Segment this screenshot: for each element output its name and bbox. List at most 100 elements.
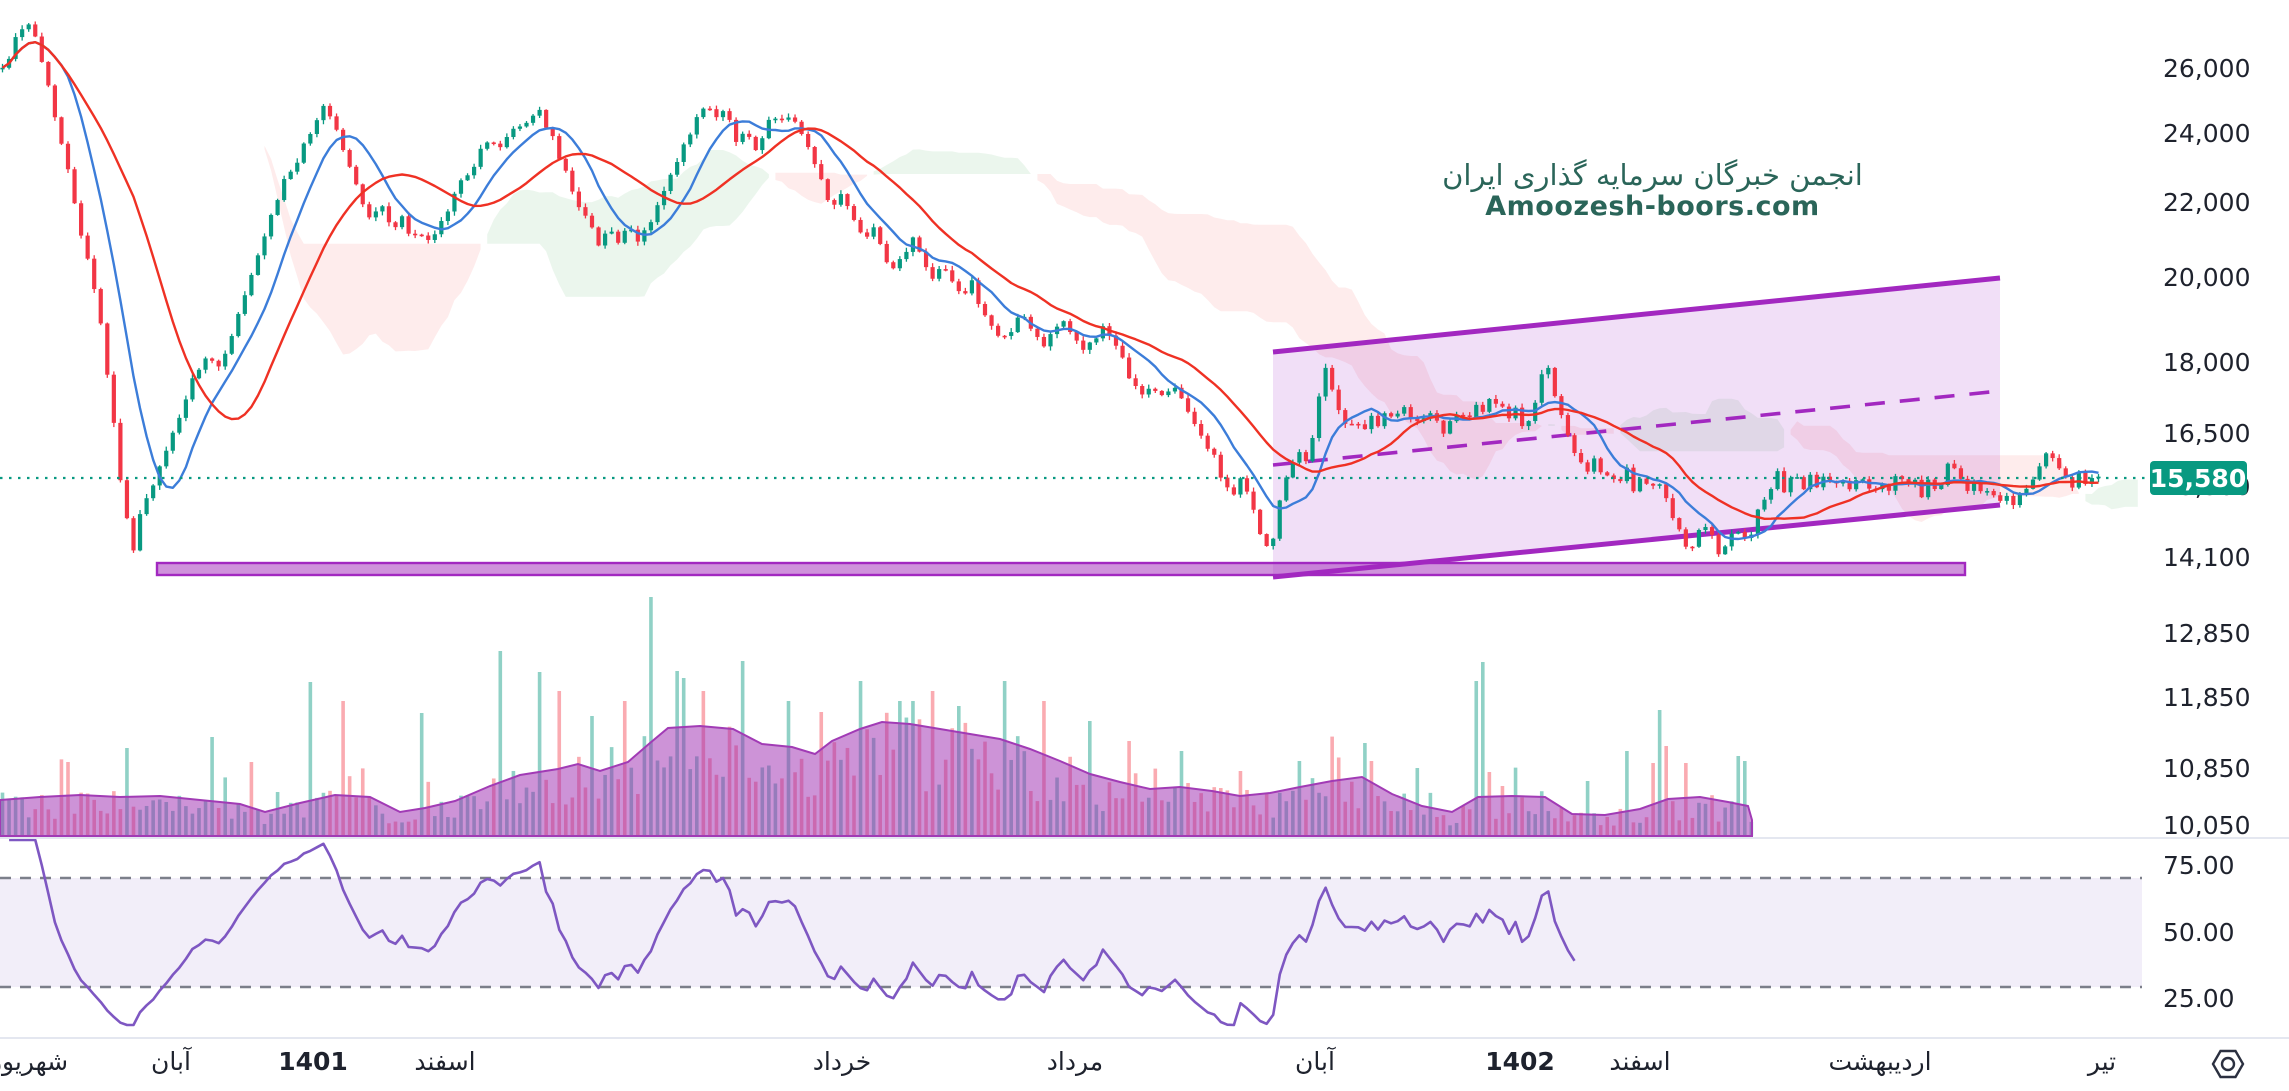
candle-down (1349, 423, 1354, 426)
candle-up (1788, 477, 1793, 493)
candle-down (1225, 477, 1230, 488)
candle-up (1926, 479, 1931, 498)
candle-down (1709, 527, 1715, 535)
candle-up (301, 143, 306, 163)
candle-down (1081, 340, 1086, 350)
time-axis-label: مرداد (1047, 1047, 1103, 1076)
candle-down (1631, 467, 1636, 492)
candle-down (216, 360, 221, 367)
price-axis-label: 10,050 (2163, 811, 2250, 840)
candle-up (1703, 527, 1708, 530)
candle-up (668, 174, 673, 191)
volume-bar (341, 701, 345, 836)
candle-down (1978, 482, 1983, 492)
candle-down (923, 251, 929, 268)
ma-fast-line[interactable] (1, 41, 2099, 541)
candle-down (1958, 468, 1964, 479)
cloud-bearish-area (1037, 174, 1542, 480)
candle-up (2024, 488, 2029, 495)
candle-down (1991, 491, 1996, 496)
candle-down (1677, 518, 1682, 530)
cloud-bearish-area (775, 172, 868, 204)
candle-down (596, 227, 601, 246)
candle-down (812, 147, 817, 165)
candle-up (288, 171, 293, 180)
time-axis-label: خرداد (813, 1047, 871, 1076)
candle-down (406, 216, 411, 234)
candle-down (52, 85, 57, 118)
candle-up (1526, 421, 1531, 427)
candle-down (1670, 498, 1675, 519)
candle-up (1271, 538, 1276, 546)
candle-down (1041, 336, 1047, 347)
channel-upper-line[interactable] (1272, 275, 2001, 355)
price-scale[interactable]: 26,000 24,000 22,000 20,000 18,000 16,500 14,1… (2150, 54, 2251, 1013)
candle-up (1238, 478, 1243, 495)
candle-down (616, 231, 621, 243)
volume-bar (1481, 662, 1485, 836)
volume-bar (249, 762, 254, 836)
candle-up (314, 120, 319, 134)
candle-up (1048, 334, 1053, 347)
candle-up (1945, 463, 1950, 485)
price-axis-label: 16,500 (2163, 419, 2250, 448)
candle-down (544, 109, 549, 128)
candle-down (1782, 471, 1787, 493)
candle-down (982, 303, 988, 316)
candle-down (734, 119, 739, 142)
trend-channel[interactable] (1272, 275, 2001, 580)
rsi-axis-label: 25.00 (2163, 984, 2235, 1013)
channel-middle-dashed-line[interactable] (1272, 389, 2001, 467)
candle-up (203, 358, 208, 370)
channel-lower-line[interactable] (1272, 502, 2001, 580)
ma-slow-line[interactable] (1, 41, 2099, 520)
cloud-bullish-area (1548, 424, 1555, 426)
time-axis-label: تیر (2086, 1047, 2116, 1076)
rsi-axis-label: 75.00 (2163, 851, 2235, 880)
volume-bar (125, 748, 129, 836)
candle-down (1303, 452, 1309, 462)
candle-down (557, 136, 562, 159)
candle-down (1205, 435, 1210, 449)
price-axis-label: 10,850 (2163, 754, 2250, 783)
price-axis-label: 12,850 (2163, 619, 2250, 648)
candle-down (1362, 424, 1367, 430)
candle-down (963, 291, 968, 294)
candle-down (1683, 529, 1688, 547)
candle-up (838, 194, 843, 205)
support-zone[interactable] (155, 561, 1967, 577)
candle-up (282, 179, 287, 201)
rsi-line[interactable] (9, 838, 1576, 1027)
settings-hexagon-icon[interactable] (2211, 1049, 2245, 1079)
candle-up (472, 166, 477, 176)
volume-bar (1664, 746, 1668, 836)
volume-ma-area (0, 720, 1753, 837)
candle-up (1369, 415, 1374, 430)
candle-up (321, 105, 326, 121)
candle-up (655, 205, 660, 223)
candle-down (426, 235, 431, 240)
volume-bar (1651, 763, 1655, 836)
candle-down (917, 237, 922, 252)
candle-down (1330, 367, 1335, 390)
candle-up (380, 206, 385, 212)
rsi-pane (0, 838, 2142, 1027)
candle-up (478, 148, 483, 167)
candle-up (773, 118, 778, 121)
cloud-bullish-area (487, 150, 769, 297)
candle-down (2083, 472, 2088, 484)
time-scale[interactable]: شهریور آبان 1401 اسفند خرداد مرداد آبان 1402 اسف… (0, 1046, 2116, 1077)
candle-up (1487, 398, 1492, 412)
price-axis-label: 14,100 (2163, 543, 2250, 572)
moving-averages (1, 41, 2099, 541)
candle-down (1998, 495, 2003, 501)
candle-up (1402, 407, 1407, 414)
candle-up (2044, 453, 2049, 467)
candle-down (1179, 387, 1184, 399)
candle-up (1840, 480, 1846, 484)
candle-down (1585, 462, 1590, 472)
candle-down (347, 150, 352, 167)
candle-down (1578, 453, 1584, 463)
